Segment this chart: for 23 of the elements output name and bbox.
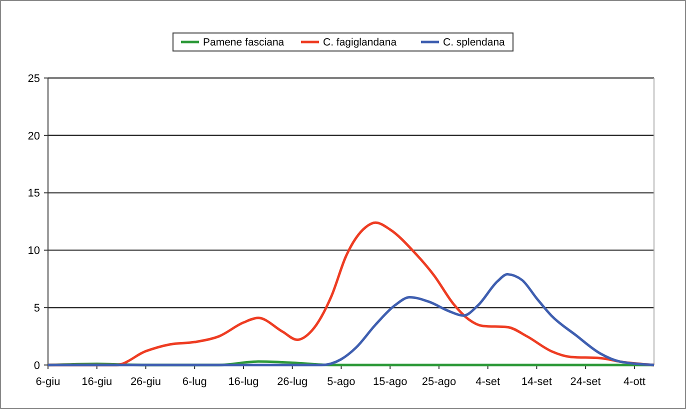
y-tick-label: 15 bbox=[28, 188, 40, 200]
y-tick-label: 10 bbox=[28, 245, 40, 258]
x-tick-label: 14-set bbox=[521, 376, 552, 388]
y-tick-label: 0 bbox=[34, 360, 40, 372]
legend-label: Pamene fasciana bbox=[203, 36, 284, 49]
x-tick-label: 4-ott bbox=[623, 376, 646, 388]
x-tick-label: 26-lug bbox=[277, 376, 308, 388]
x-tick-label: 16-giu bbox=[82, 376, 112, 388]
x-tick-label: 15-ago bbox=[372, 376, 408, 388]
x-tick-label: 25-ago bbox=[422, 376, 456, 388]
y-tick-label: 5 bbox=[34, 302, 40, 314]
x-tick-label: 6-giu bbox=[36, 376, 60, 388]
x-tick-label: 16-lug bbox=[228, 376, 259, 388]
y-tick-label: 20 bbox=[28, 130, 40, 142]
y-tick-label: 25 bbox=[28, 72, 40, 85]
legend-label: C. splendana bbox=[443, 36, 506, 49]
x-tick-label: 26-giu bbox=[130, 376, 162, 388]
x-tick-label: 4-set bbox=[476, 376, 500, 388]
line-series bbox=[46, 273, 656, 366]
legend-label: C. fagiglandana bbox=[323, 36, 397, 49]
x-tick-label: 24-set bbox=[570, 376, 601, 388]
x-tick-label: 6-lug bbox=[182, 376, 207, 388]
x-tick-label: 5-ago bbox=[327, 376, 356, 388]
